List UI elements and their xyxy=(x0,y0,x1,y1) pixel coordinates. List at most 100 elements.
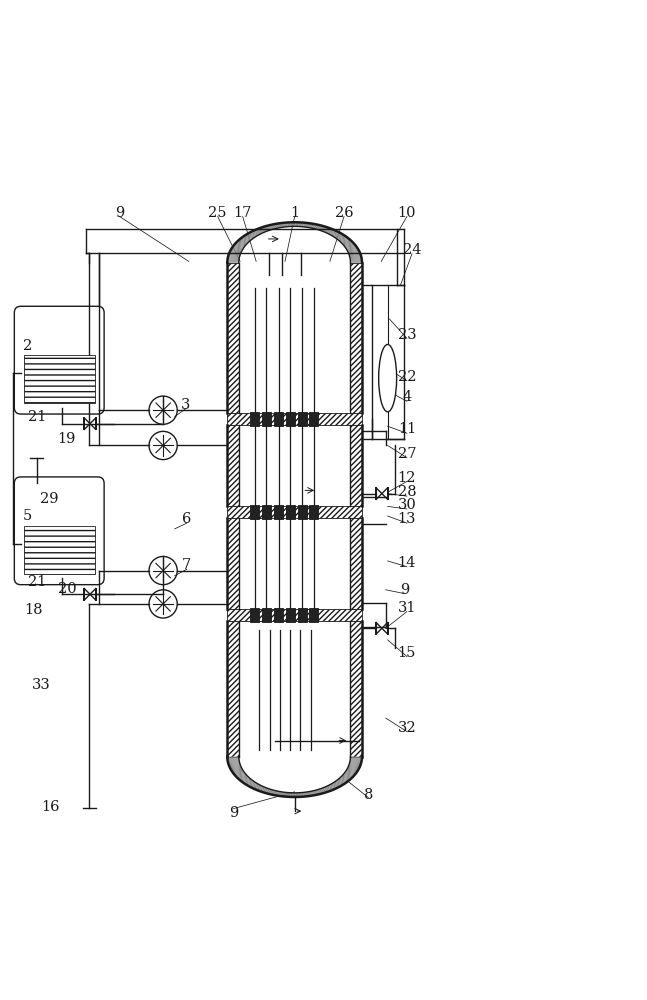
Polygon shape xyxy=(231,248,243,250)
Polygon shape xyxy=(351,757,362,758)
Polygon shape xyxy=(349,765,360,767)
Polygon shape xyxy=(291,222,292,226)
Polygon shape xyxy=(235,243,246,246)
Polygon shape xyxy=(349,762,361,764)
Bar xyxy=(286,412,294,426)
Polygon shape xyxy=(334,234,343,238)
Text: 19: 19 xyxy=(58,432,76,446)
FancyBboxPatch shape xyxy=(14,477,104,585)
Polygon shape xyxy=(307,223,311,228)
Polygon shape xyxy=(227,262,239,263)
Polygon shape xyxy=(245,235,254,238)
Text: 12: 12 xyxy=(398,471,416,485)
Polygon shape xyxy=(294,793,296,797)
Polygon shape xyxy=(300,222,303,227)
Polygon shape xyxy=(268,225,274,229)
Polygon shape xyxy=(271,224,276,229)
Polygon shape xyxy=(228,759,239,761)
Polygon shape xyxy=(236,242,247,245)
Polygon shape xyxy=(339,778,349,781)
Polygon shape xyxy=(230,767,241,769)
Polygon shape xyxy=(332,783,341,787)
Polygon shape xyxy=(348,766,360,768)
Polygon shape xyxy=(349,252,360,254)
Bar xyxy=(351,263,362,413)
Bar xyxy=(274,505,283,519)
Polygon shape xyxy=(270,790,275,794)
Polygon shape xyxy=(283,223,287,227)
Polygon shape xyxy=(351,758,362,759)
Polygon shape xyxy=(229,765,241,767)
Bar xyxy=(286,608,294,622)
Polygon shape xyxy=(276,791,281,796)
Polygon shape xyxy=(338,779,348,782)
Polygon shape xyxy=(254,230,262,234)
Polygon shape xyxy=(241,237,252,240)
Polygon shape xyxy=(350,758,362,760)
Polygon shape xyxy=(349,764,360,766)
Polygon shape xyxy=(317,789,323,794)
Polygon shape xyxy=(341,776,352,779)
Bar xyxy=(24,355,94,403)
Polygon shape xyxy=(239,239,250,242)
Polygon shape xyxy=(289,793,291,797)
Text: 8: 8 xyxy=(364,788,373,802)
Bar xyxy=(262,505,271,519)
Polygon shape xyxy=(336,780,345,784)
Polygon shape xyxy=(229,764,241,766)
Polygon shape xyxy=(317,226,323,230)
Polygon shape xyxy=(232,771,244,773)
Text: 2: 2 xyxy=(23,339,32,353)
Polygon shape xyxy=(347,249,358,251)
Polygon shape xyxy=(328,230,336,234)
Polygon shape xyxy=(316,790,322,794)
Polygon shape xyxy=(236,241,247,244)
Text: 9: 9 xyxy=(229,806,238,820)
Text: 14: 14 xyxy=(398,556,416,570)
Polygon shape xyxy=(337,780,347,783)
Polygon shape xyxy=(265,789,271,793)
Polygon shape xyxy=(336,235,345,239)
Polygon shape xyxy=(322,227,329,232)
Polygon shape xyxy=(235,773,246,776)
Polygon shape xyxy=(285,223,288,227)
Polygon shape xyxy=(229,252,241,254)
Polygon shape xyxy=(340,776,351,780)
Text: 9: 9 xyxy=(400,583,410,597)
Bar xyxy=(250,412,259,426)
Polygon shape xyxy=(325,229,333,233)
Polygon shape xyxy=(266,226,272,230)
Polygon shape xyxy=(273,224,278,228)
Polygon shape xyxy=(230,249,242,251)
Polygon shape xyxy=(324,787,331,791)
Polygon shape xyxy=(246,234,256,238)
Polygon shape xyxy=(233,771,245,774)
Polygon shape xyxy=(227,758,239,759)
Polygon shape xyxy=(320,789,326,793)
Polygon shape xyxy=(343,242,354,245)
Polygon shape xyxy=(303,792,306,797)
Polygon shape xyxy=(228,763,240,765)
Polygon shape xyxy=(227,259,239,261)
Text: 29: 29 xyxy=(40,492,59,506)
FancyBboxPatch shape xyxy=(14,306,104,414)
Polygon shape xyxy=(247,233,256,237)
Polygon shape xyxy=(332,232,341,236)
Text: 25: 25 xyxy=(208,206,227,220)
Bar xyxy=(24,526,94,574)
Text: 9: 9 xyxy=(115,206,124,220)
Polygon shape xyxy=(345,245,356,248)
Polygon shape xyxy=(333,782,342,786)
Polygon shape xyxy=(344,772,355,775)
Polygon shape xyxy=(257,787,265,791)
Polygon shape xyxy=(283,792,287,797)
Text: 32: 32 xyxy=(397,721,416,735)
Text: 3: 3 xyxy=(181,398,190,412)
Polygon shape xyxy=(346,770,357,772)
Polygon shape xyxy=(318,226,325,230)
Polygon shape xyxy=(326,786,334,790)
Polygon shape xyxy=(276,224,281,228)
Polygon shape xyxy=(260,788,267,792)
Polygon shape xyxy=(344,773,355,776)
Polygon shape xyxy=(232,770,243,772)
